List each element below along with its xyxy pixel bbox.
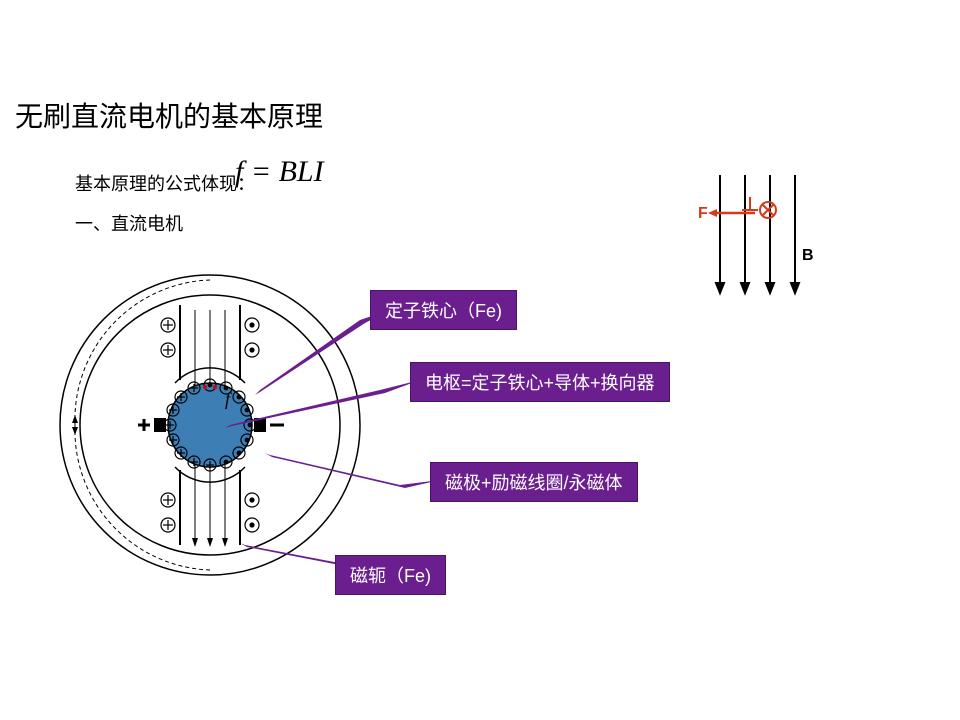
motor-diagram: f — [50, 255, 370, 595]
F-label: F — [698, 205, 708, 222]
callout-yoke: 磁轭（Fe) — [335, 555, 446, 595]
formula: f = BLI — [235, 155, 324, 189]
callout-armature: 电枢=定子铁心+导体+换向器 — [410, 362, 670, 402]
callout-pole: 磁极+励磁线圈/永磁体 — [430, 462, 638, 502]
section-label: 一、直流电机 — [75, 210, 183, 236]
B-label: B — [802, 247, 814, 264]
formula-label: 基本原理的公式体现： — [75, 170, 255, 196]
bfield-diagram: F B — [680, 165, 830, 305]
callout-stator-core: 定子铁心（Fe) — [370, 290, 517, 330]
page-title: 无刷直流电机的基本原理 — [15, 95, 323, 135]
